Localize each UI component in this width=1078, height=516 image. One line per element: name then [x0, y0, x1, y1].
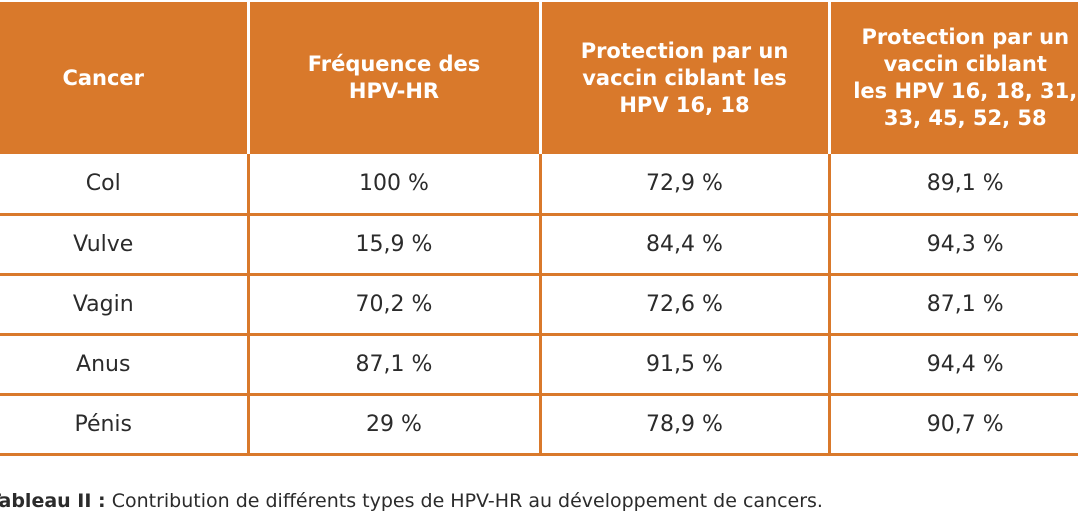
column-header-line: vaccin ciblant les — [582, 65, 787, 90]
percentage-cell: 87,1 % — [829, 274, 1078, 336]
column-header-line: HPV-HR — [348, 79, 440, 103]
table-row: Vagin 70,2 % 72,6 % 87,1 % — [0, 274, 1078, 336]
column-header: Fréquence des HPV-HR — [248, 2, 542, 154]
table-row: Pénis 29 % 78,9 % 90,7 % — [0, 394, 1078, 456]
percentage-cell: 70,2 % — [248, 274, 542, 336]
column-header-line: HPV 16, 18 — [619, 92, 750, 117]
column-header-line: Protection par un — [580, 38, 789, 63]
percentage-cell: 90,7 % — [829, 394, 1078, 456]
cancer-name-cell: Vulve — [0, 214, 250, 276]
column-header-line: Cancer — [62, 65, 145, 90]
column-header-line: les HPV 16, 18, 31, — [853, 79, 1078, 103]
percentage-cell: 15,9 % — [248, 214, 542, 276]
hpv-cancer-table: Cancer Fréquence des HPV-HR Protection par … — [0, 2, 1078, 456]
cancer-name-cell: Anus — [0, 334, 250, 396]
percentage-cell: 91,5 % — [540, 334, 831, 396]
header-row: Cancer Fréquence des HPV-HR Protection par … — [0, 2, 1078, 154]
table-caption: Tableau II : Contribution de différents … — [0, 490, 823, 512]
percentage-cell: 72,9 % — [540, 154, 831, 216]
percentage-cell: 78,9 % — [540, 394, 831, 456]
cancer-name-cell: Vagin — [0, 274, 250, 336]
column-header-line: 33, 45, 52, 58 — [883, 106, 1047, 130]
cancer-name-cell: Pénis — [0, 394, 250, 456]
table-header: Cancer Fréquence des HPV-HR Protection par … — [0, 2, 1078, 154]
caption-text: Contribution de différents types de HPV-… — [105, 490, 823, 512]
table-row: Vulve 15,9 % 84,4 % 94,3 % — [0, 214, 1078, 276]
column-header: Cancer — [0, 2, 250, 154]
caption-label: Tableau II : — [0, 490, 106, 512]
column-header-line: Fréquence des — [307, 52, 481, 76]
table-body: Col 100 % 72,9 % 89,1 % Vulve 15,9 % 84,4 % 94,… — [0, 154, 1078, 456]
percentage-cell: 100 % — [248, 154, 542, 216]
column-header: Protection par un vaccin ciblant les HPV 1… — [540, 2, 831, 154]
cancer-name-cell: Col — [0, 154, 250, 216]
data-table-container: Cancer Fréquence des HPV-HR Protection par … — [0, 2, 1078, 456]
percentage-cell: 84,4 % — [540, 214, 831, 276]
percentage-cell: 89,1 % — [829, 154, 1078, 216]
table-row: Col 100 % 72,9 % 89,1 % — [0, 154, 1078, 216]
percentage-cell: 29 % — [248, 394, 542, 456]
percentage-cell: 94,4 % — [829, 334, 1078, 396]
percentage-cell: 72,6 % — [540, 274, 831, 336]
table-row: Anus 87,1 % 91,5 % 94,4 % — [0, 334, 1078, 396]
percentage-cell: 94,3 % — [829, 214, 1078, 276]
column-header-line: vaccin ciblant — [883, 52, 1047, 76]
column-header-line: Protection par un — [861, 25, 1070, 49]
column-header: Protection par un vaccin ciblant les HPV 1… — [829, 2, 1078, 154]
percentage-cell: 87,1 % — [248, 334, 542, 396]
